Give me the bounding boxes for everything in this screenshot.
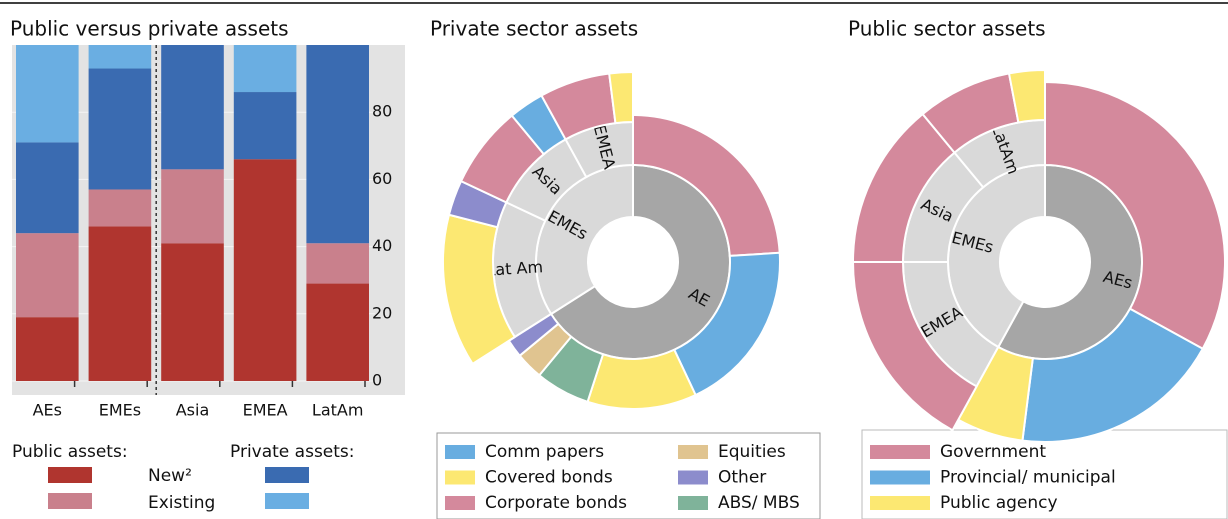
legend-swatch bbox=[678, 470, 708, 485]
bar-segment bbox=[88, 189, 152, 227]
legend-swatch bbox=[48, 467, 92, 483]
bar-segment bbox=[88, 226, 152, 381]
y-tick-label: 0 bbox=[372, 371, 382, 390]
legend-label: Corporate bonds bbox=[485, 493, 627, 513]
bar-segment bbox=[161, 243, 224, 381]
outer-segment bbox=[1044, 80, 1226, 351]
legend-label: Other bbox=[718, 468, 766, 488]
legend-label: ABS/ MBS bbox=[718, 493, 800, 513]
legend-label: Covered bonds bbox=[485, 468, 613, 488]
bar-segment bbox=[306, 283, 369, 381]
legend-swatch bbox=[870, 445, 930, 459]
legend-swatch bbox=[870, 496, 930, 510]
bar-segment bbox=[161, 169, 224, 244]
x-tick-label: EMEs bbox=[99, 401, 141, 420]
x-tick-label: LatAm bbox=[312, 401, 364, 420]
bar-segment bbox=[16, 142, 79, 234]
legend-swatch bbox=[678, 496, 708, 510]
outer-segment bbox=[507, 312, 560, 358]
legend-label: New² bbox=[148, 466, 192, 486]
legend-swatch bbox=[445, 496, 475, 510]
bar-segment bbox=[161, 45, 224, 170]
y-tick-label: 60 bbox=[372, 169, 392, 188]
bar-segment bbox=[16, 317, 79, 381]
legend-swatch bbox=[265, 467, 309, 483]
legend-label: Provincial/ municipal bbox=[940, 468, 1116, 488]
outer-segment bbox=[608, 70, 634, 125]
bar-segment bbox=[16, 45, 79, 143]
legend-label: Comm papers bbox=[485, 442, 604, 462]
x-tick-label: EMEA bbox=[243, 401, 288, 420]
bar-segment bbox=[16, 233, 79, 318]
bar-segment bbox=[233, 45, 297, 93]
legend-label: Public agency bbox=[940, 493, 1058, 513]
bar-segment bbox=[88, 45, 152, 69]
legend-swatch bbox=[265, 493, 309, 509]
legend-swatch bbox=[870, 470, 930, 485]
chart-title: Public sector assets bbox=[848, 17, 1046, 41]
y-tick-label: 20 bbox=[372, 303, 392, 322]
legend-label: Existing bbox=[148, 493, 215, 513]
legend-swatch bbox=[445, 470, 475, 485]
y-tick-label: 80 bbox=[372, 102, 392, 121]
ring-label: Lat Am bbox=[486, 257, 544, 280]
legend-swatch bbox=[678, 445, 708, 459]
bar-segment bbox=[306, 45, 369, 244]
outer-segment bbox=[1021, 307, 1205, 443]
legend-swatch bbox=[445, 445, 475, 459]
legend-frame bbox=[436, 432, 821, 519]
x-tick-label: AEs bbox=[33, 401, 62, 420]
chart-title: Public versus private assets bbox=[10, 17, 289, 41]
bar-segment bbox=[233, 92, 297, 160]
chart-title: Private sector assets bbox=[430, 17, 638, 41]
legend-group: Public assets: bbox=[12, 442, 128, 462]
legend-label: Government bbox=[940, 442, 1046, 462]
bar-segment bbox=[88, 68, 152, 190]
legend-swatch bbox=[48, 493, 92, 509]
outer-segment bbox=[1007, 68, 1046, 124]
bar-segment bbox=[233, 159, 297, 381]
legend-label: Equities bbox=[718, 442, 786, 462]
x-tick-label: Asia bbox=[176, 401, 210, 420]
outer-segment bbox=[586, 348, 697, 410]
bar-segment bbox=[306, 243, 369, 284]
legend-group: Private assets: bbox=[230, 442, 355, 462]
y-tick-label: 40 bbox=[372, 236, 392, 255]
